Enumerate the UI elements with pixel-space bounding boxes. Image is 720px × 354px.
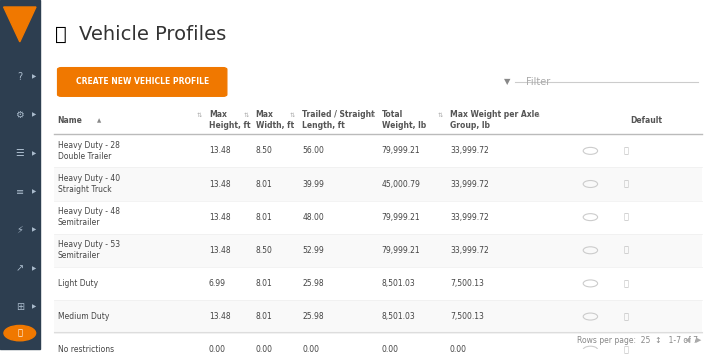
Text: Trailed / Straight
Length, ft: Trailed / Straight Length, ft (302, 110, 375, 130)
Text: Heavy Duty - 28
Double Trailer: Heavy Duty - 28 Double Trailer (58, 141, 120, 161)
Text: ▶: ▶ (32, 74, 36, 79)
Text: ⇅: ⇅ (197, 113, 202, 118)
Polygon shape (4, 7, 36, 42)
Bar (54, 300, 702, 333)
Text: 8,501.03: 8,501.03 (382, 279, 415, 288)
Text: 25.98: 25.98 (302, 312, 324, 321)
Text: ⇅: ⇅ (369, 113, 374, 118)
Text: 79,999.21: 79,999.21 (382, 146, 420, 155)
Text: 13.48: 13.48 (209, 246, 230, 255)
Text: ▶: ▶ (696, 337, 701, 343)
Text: 33,999.72: 33,999.72 (450, 146, 489, 155)
Text: 0.00: 0.00 (450, 345, 467, 354)
Text: 25.98: 25.98 (302, 279, 324, 288)
Text: 39.99: 39.99 (302, 179, 324, 188)
Text: Max
Height, ft: Max Height, ft (209, 110, 251, 130)
Text: 33,999.72: 33,999.72 (450, 179, 489, 188)
Text: 56.00: 56.00 (302, 146, 324, 155)
Text: ▶: ▶ (32, 266, 36, 271)
Text: ▶: ▶ (32, 189, 36, 194)
Text: 🔒: 🔒 (624, 345, 629, 354)
Text: 6.99: 6.99 (209, 279, 226, 288)
Text: ⇅: ⇅ (243, 113, 248, 118)
Text: 13.48: 13.48 (209, 213, 230, 222)
Text: ≡: ≡ (16, 187, 24, 197)
Text: Vehicle Profiles: Vehicle Profiles (79, 25, 227, 44)
Text: ✦: ✦ (12, 15, 28, 34)
Text: ↗: ↗ (16, 264, 24, 274)
Circle shape (4, 325, 36, 341)
Text: Rows per page:  25  ↕   1-7 of 7: Rows per page: 25 ↕ 1-7 of 7 (577, 336, 698, 344)
Text: ▶: ▶ (32, 228, 36, 233)
Text: 0.00: 0.00 (302, 345, 320, 354)
Text: ⚡: ⚡ (17, 225, 23, 235)
Text: ⊞: ⊞ (16, 302, 24, 312)
Text: 7,500.13: 7,500.13 (450, 312, 484, 321)
Text: 0.00: 0.00 (256, 345, 273, 354)
Text: 8.01: 8.01 (256, 312, 272, 321)
Text: 8,501.03: 8,501.03 (382, 312, 415, 321)
Text: ◀: ◀ (685, 337, 690, 343)
Bar (54, 234, 702, 267)
Text: Name: Name (58, 116, 83, 125)
Text: 🔒: 🔒 (624, 146, 629, 155)
Text: 13.48: 13.48 (209, 312, 230, 321)
Text: 🚛: 🚛 (55, 25, 67, 44)
Text: ⇅: ⇅ (290, 113, 295, 118)
Text: ⇅: ⇅ (438, 113, 443, 118)
FancyBboxPatch shape (58, 68, 227, 96)
Text: ▶: ▶ (32, 151, 36, 156)
Text: 8.01: 8.01 (256, 279, 272, 288)
Text: Heavy Duty - 53
Semitrailer: Heavy Duty - 53 Semitrailer (58, 240, 120, 260)
Text: ▶: ▶ (32, 113, 36, 118)
Text: Total
Weight, lb: Total Weight, lb (382, 110, 426, 130)
Text: ▶: ▶ (32, 304, 36, 309)
Text: 8.01: 8.01 (256, 179, 272, 188)
Bar (54, 167, 702, 201)
Text: 7,500.13: 7,500.13 (450, 279, 484, 288)
Text: ⚙: ⚙ (15, 110, 24, 120)
Text: 🔒: 🔒 (624, 213, 629, 222)
Text: 13.48: 13.48 (209, 146, 230, 155)
Text: ⇅: ⇅ (535, 113, 540, 118)
Text: 48.00: 48.00 (302, 213, 324, 222)
Text: 0.00: 0.00 (209, 345, 226, 354)
Text: 13.48: 13.48 (209, 179, 230, 188)
Text: Filter: Filter (526, 77, 550, 87)
Text: Max
Width, ft: Max Width, ft (256, 110, 294, 130)
Text: ☰: ☰ (15, 148, 24, 159)
Text: 8.01: 8.01 (256, 213, 272, 222)
Text: 🔒: 🔒 (624, 312, 629, 321)
Text: 8.50: 8.50 (256, 146, 272, 155)
Text: ▼: ▼ (504, 78, 510, 86)
Text: Default: Default (630, 116, 662, 125)
Text: 🔒: 🔒 (624, 279, 629, 288)
Text: 8.50: 8.50 (256, 246, 272, 255)
Text: 79,999.21: 79,999.21 (382, 246, 420, 255)
Text: 33,999.72: 33,999.72 (450, 213, 489, 222)
Text: 0.00: 0.00 (382, 345, 399, 354)
Text: 🔒: 🔒 (624, 246, 629, 255)
Text: CREATE NEW VEHICLE PROFILE: CREATE NEW VEHICLE PROFILE (76, 78, 209, 86)
Text: 52.99: 52.99 (302, 246, 324, 255)
Text: 79,999.21: 79,999.21 (382, 213, 420, 222)
Text: 33,999.72: 33,999.72 (450, 246, 489, 255)
Text: Heavy Duty - 48
Semitrailer: Heavy Duty - 48 Semitrailer (58, 207, 120, 227)
Text: Light Duty: Light Duty (58, 279, 98, 288)
Bar (54, 108, 702, 138)
Text: No restrictions: No restrictions (58, 345, 114, 354)
Text: 45,000.79: 45,000.79 (382, 179, 420, 188)
Text: ▲: ▲ (97, 118, 102, 123)
Bar (0, 0, 40, 349)
Text: Max Weight per Axle
Group, lb: Max Weight per Axle Group, lb (450, 110, 539, 130)
Text: ?: ? (17, 72, 22, 82)
Text: Heavy Duty - 40
Straight Truck: Heavy Duty - 40 Straight Truck (58, 174, 120, 194)
Text: 🔒: 🔒 (624, 179, 629, 188)
Text: Medium Duty: Medium Duty (58, 312, 109, 321)
Text: 💬: 💬 (17, 329, 22, 338)
